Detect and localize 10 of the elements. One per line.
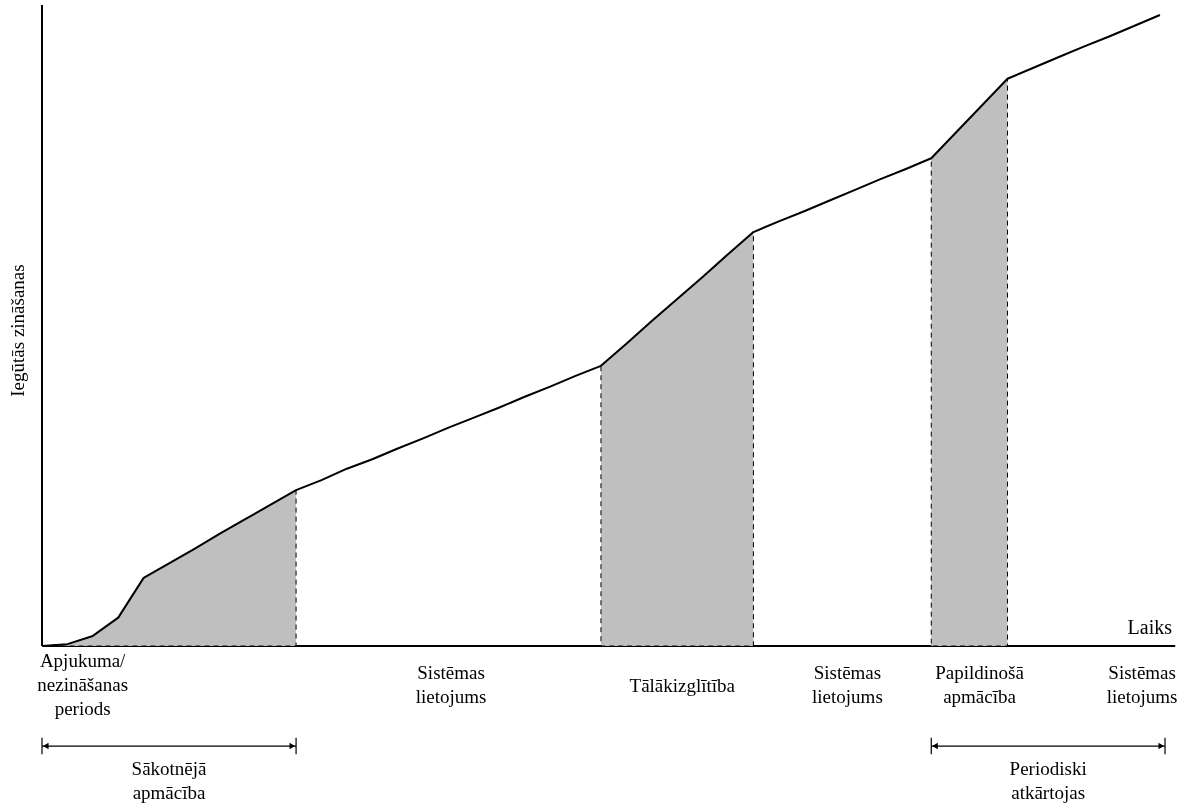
text: Sistēmas lietojums [1106, 662, 1178, 708]
x-axis-title: Laiks [1127, 616, 1173, 639]
text: Sistēmas lietojums [812, 662, 883, 708]
text: Sistēmas lietojums [415, 662, 487, 708]
y-axis-title: Iegūtās zināšanas [6, 264, 28, 397]
text: Tālākizglītība [629, 674, 736, 696]
text: Papildinošā apmācība [935, 662, 1025, 708]
text: Periodiski atkārtojas [1009, 758, 1087, 804]
text: Sākotnējā apmācība [131, 758, 208, 804]
text: Apjukuma/ nezināšanas periods [37, 650, 129, 720]
